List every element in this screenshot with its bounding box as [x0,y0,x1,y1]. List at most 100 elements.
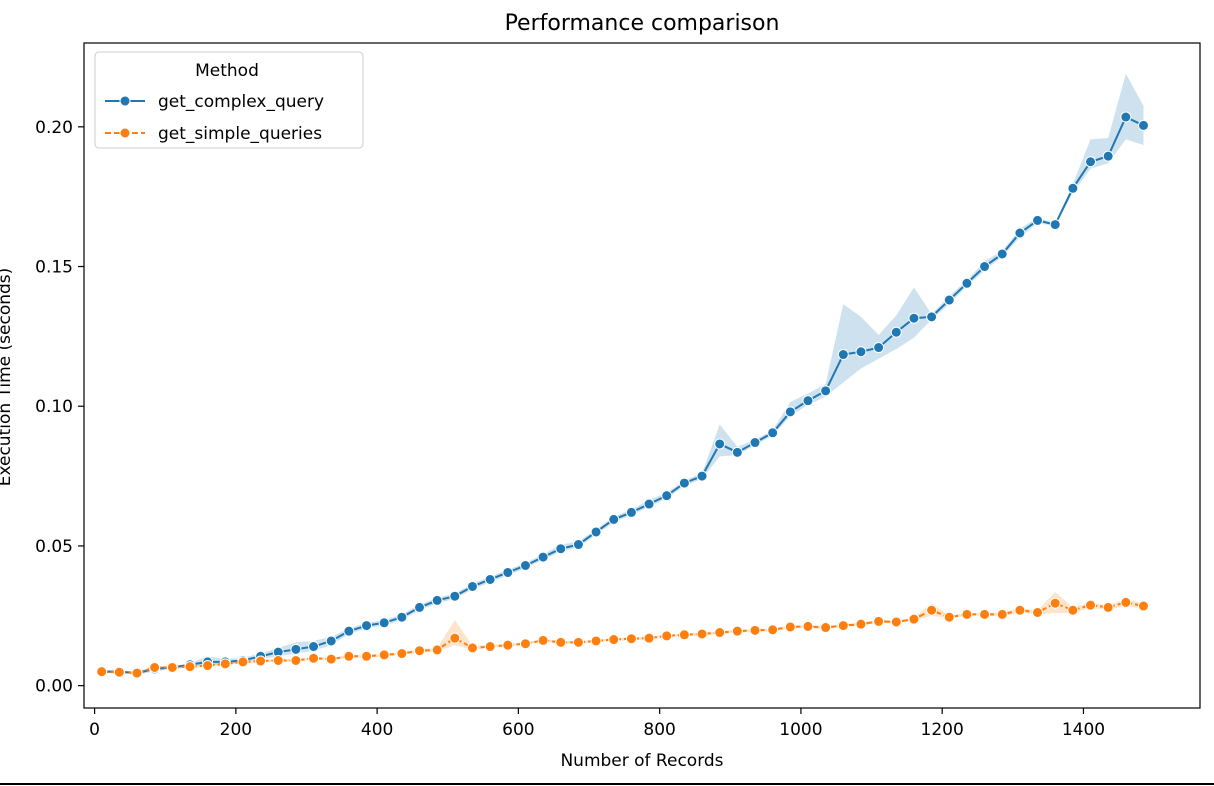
data-point-get-complex-query [802,395,814,407]
data-point-get-simple-queries [1049,597,1061,609]
data-point-get-complex-query [608,513,620,525]
data-point-get-complex-query [572,539,584,551]
data-point-get-simple-queries [466,642,478,654]
plot-frame [83,42,1201,709]
data-point-get-simple-queries [590,635,602,647]
data-point-get-complex-query [996,248,1008,260]
data-point-get-simple-queries [431,644,443,656]
data-point-get-complex-query [361,620,373,632]
data-point-get-complex-query [696,470,708,482]
data-point-get-complex-query [466,580,478,592]
x-tick-label: 1000 [779,720,822,740]
data-point-get-simple-queries [696,628,708,640]
data-point-get-complex-query [308,641,320,653]
data-point-get-simple-queries [414,645,426,657]
data-point-get-complex-query [749,437,761,449]
data-point-get-simple-queries [731,625,743,637]
data-point-get-simple-queries [555,636,567,648]
data-point-get-complex-query [555,543,567,555]
data-point-get-complex-query [537,551,549,563]
series-lines [101,115,1144,675]
data-point-get-complex-query [519,560,531,571]
data-point-get-simple-queries [325,653,337,665]
chart-title: Performance comparison [505,11,780,36]
data-point-get-complex-query [979,261,991,273]
data-point-get-complex-query [396,611,408,623]
data-point-get-complex-query [343,625,355,637]
y-tick-label: 0.05 [35,537,73,557]
y-axis-ticks: 0.00 0.05 0.10 0.15 0.20 [35,118,84,697]
data-point-get-simple-queries [855,618,867,630]
data-point-get-complex-query [873,342,885,354]
data-point-get-simple-queries [484,641,496,653]
data-point-get-simple-queries [1067,604,1079,616]
data-point-get-simple-queries [219,658,231,670]
data-point-get-simple-queries [131,667,143,679]
data-point-get-complex-query [1102,150,1114,162]
data-point-get-complex-query [1067,182,1079,194]
data-point-get-simple-queries [873,615,885,627]
data-point-get-complex-query [431,594,443,606]
data-point-get-simple-queries [837,620,849,632]
series-line-get-complex-query [101,115,1144,675]
data-point-get-simple-queries [661,630,673,642]
bottom-divider [0,783,1214,785]
data-point-get-complex-query [1032,214,1044,226]
data-point-get-complex-query [890,326,902,338]
data-point-get-simple-queries [361,650,373,662]
legend-box [94,51,364,149]
ci-band-get-complex-query [101,73,1144,675]
data-point-get-simple-queries [979,608,991,620]
data-point-get-complex-query [484,573,496,585]
data-point-get-complex-query [1120,111,1132,123]
data-point-get-simple-queries [449,632,461,644]
data-point-get-simple-queries [378,649,390,661]
y-tick-label: 0.20 [35,118,73,138]
data-point-get-complex-query [414,601,426,613]
data-point-get-complex-query [678,477,690,489]
data-point-get-simple-queries [678,629,690,641]
data-point-get-simple-queries [308,652,320,664]
x-tick-label: 200 [220,720,252,740]
data-point-get-simple-queries [943,611,955,623]
legend: Method get_complex_query get_simple_queri… [94,51,364,149]
x-axis-label: Number of Records [560,751,723,771]
data-point-get-simple-queries [537,634,549,646]
data-point-get-simple-queries [519,638,531,650]
data-point-get-simple-queries [396,648,408,660]
data-point-get-simple-queries [166,661,178,673]
x-tick-label: 600 [502,720,534,740]
data-point-get-simple-queries [202,660,214,672]
data-point-get-complex-query [926,311,938,323]
legend-title: Method [195,61,259,81]
x-tick-label: 400 [361,720,393,740]
data-point-get-simple-queries [820,622,832,634]
x-tick-label: 1400 [1062,720,1105,740]
data-point-get-simple-queries [502,639,514,651]
data-point-get-simple-queries [1120,596,1132,608]
data-point-get-simple-queries [802,620,814,632]
data-point-get-complex-query [943,294,955,306]
data-point-get-simple-queries [237,656,249,668]
data-point-get-complex-query [449,590,461,602]
data-point-get-simple-queries [1137,600,1149,612]
legend-swatch-marker-get-simple-queries [119,127,131,139]
data-point-get-complex-query [731,446,743,458]
data-point-get-simple-queries [608,634,620,646]
data-point-get-complex-query [1085,156,1097,168]
data-point-get-simple-queries [1014,604,1026,616]
data-point-get-simple-queries [149,661,161,673]
data-point-get-simple-queries [908,613,920,625]
data-point-get-complex-query [908,312,920,324]
data-point-get-simple-queries [272,655,284,666]
data-point-get-complex-query [625,506,637,518]
data-point-get-simple-queries [290,655,302,666]
data-point-get-simple-queries [255,655,267,667]
data-point-get-simple-queries [714,627,726,639]
data-point-get-simple-queries [767,624,779,636]
data-point-get-complex-query [643,498,655,510]
data-point-get-complex-query [767,427,779,439]
data-point-get-simple-queries [996,608,1008,620]
x-tick-label: 0 [89,720,100,740]
